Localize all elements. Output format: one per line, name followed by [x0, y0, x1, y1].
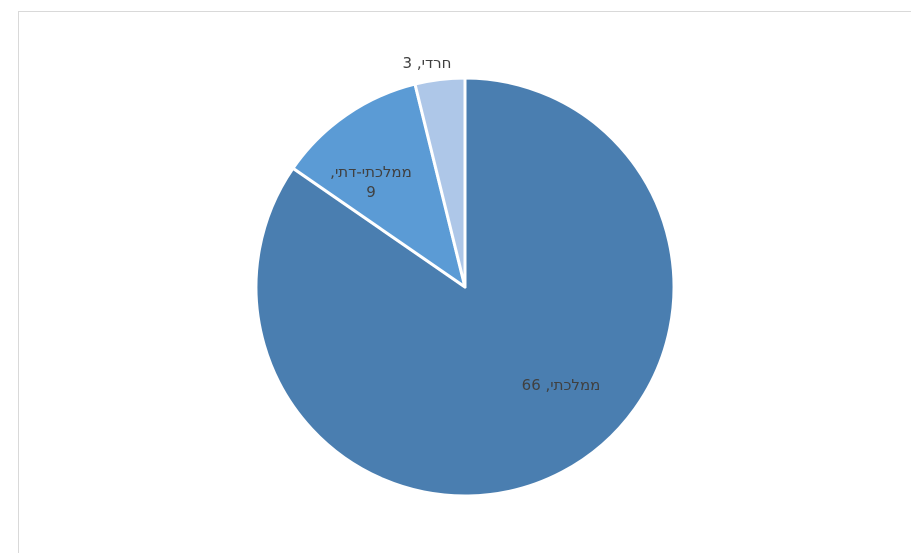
pie-slice-mamlachti-dati	[291, 82, 467, 289]
data-label-line: חרדי, 3	[403, 54, 452, 72]
data-labels: ממלכתי, 66 ממלכתי-דתי, 9 חרדי, 3	[330, 54, 600, 394]
data-label-line: ממלכתי-דתי,	[330, 163, 412, 181]
pie-slice-haredi	[413, 76, 467, 289]
data-label-haredi: חרדי, 3	[403, 54, 452, 72]
pie-slices	[254, 76, 676, 498]
data-label-mamlachti-dati: ממלכתי-דתי, 9	[330, 163, 412, 201]
data-label-mamlachti: ממלכתי, 66	[522, 376, 601, 394]
data-label-line: 9	[366, 183, 376, 201]
data-label-line: ממלכתי, 66	[522, 376, 601, 394]
